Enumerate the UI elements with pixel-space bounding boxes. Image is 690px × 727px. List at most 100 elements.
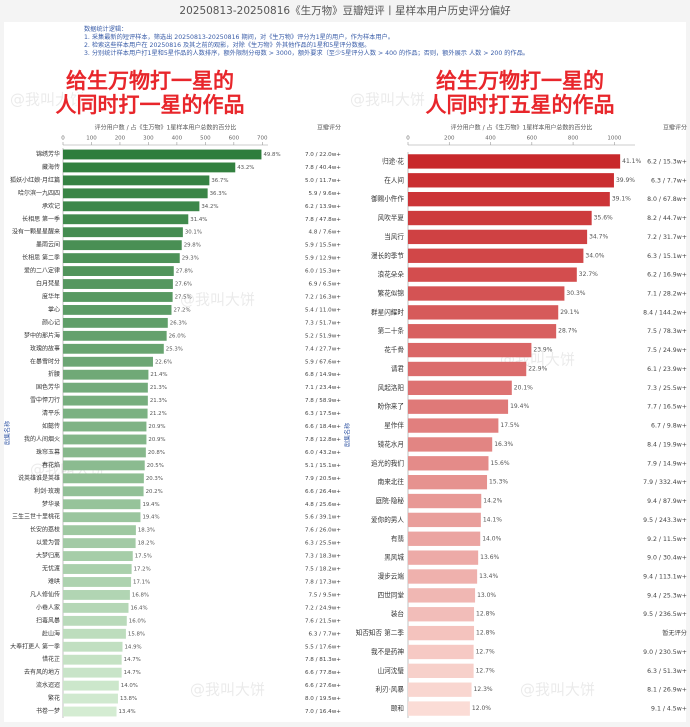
y-tick-label: 流水迢迢 [36,681,60,689]
y-tick-label: 狐妖小红娘·月红篇 [10,176,60,184]
data-label: 22.6% [155,359,172,365]
rating-label: 7.3 / 18.3w+ [305,554,341,560]
bar [408,512,481,528]
bar [408,456,489,471]
x-tick-label: 500 [200,136,211,142]
data-label: 39.1% [612,196,631,203]
axis-title: 评分用户数 / 占《生万物》1星样本用户总数的百分比 [451,124,593,132]
rating-label: 7.8 / 47.8w+ [305,217,341,223]
rating-label: 6.2 / 15.3w+ [647,158,687,165]
bar [408,607,475,622]
y-tick-label: 利剑·玫瑰 [34,487,60,495]
rating-label: 9.4 / 25.3w+ [647,592,687,599]
chart-title-line: 人同时打五星的作品 [426,93,615,117]
rating-label: 9.0 / 30.4w+ [647,555,687,562]
rating-label: 6.2 / 16.9w+ [647,272,687,279]
rating-label: 5.9 / 67.6w+ [305,359,341,365]
chart-title-line: 给生万物打一星的 [66,69,234,93]
rating-label: 4.8 / 7.6w+ [309,230,342,236]
chart-title: 给生万物打一星的人同时打五星的作品 [426,69,615,117]
bar [63,602,129,613]
x-tick-label: 0 [61,136,65,142]
watermark: @我叫大饼 [350,91,425,109]
y-axis-label: 剧集名称 [4,421,12,445]
rating-label: 8.1 / 26.9w+ [647,687,687,694]
y-tick-label: 去有风的地方 [24,668,60,676]
bar [408,191,610,207]
rating-label: 9.0 / 230.5w+ [643,649,687,656]
rating-label: 9.5 / 243.3w+ [643,517,687,524]
rating-label: 6.8 / 14.9w+ [305,372,341,378]
data-label: 17.2% [134,567,151,573]
rating-label: 5.2 / 51.9w+ [305,333,341,339]
rating-label: 7.8 / 58.9w+ [305,398,341,404]
y-tick-label: 镜花水月 [378,439,404,448]
rating-label: 7.3 / 51.7w+ [305,320,341,326]
data-label: 20.8% [148,450,165,456]
bar [63,667,122,678]
bar [63,253,180,264]
y-tick-label: 在暴雪时分 [30,357,60,365]
bar [408,418,499,433]
rating-label: 5.0 / 11.7w+ [305,178,341,184]
rating-label: 6.1 / 23.9w+ [647,366,687,373]
data-label: 12.3% [474,686,493,693]
rating-label: 9.5 / 236.5w+ [643,611,687,618]
rating-label: 5.9 / 12.9w+ [305,256,341,262]
data-label: 31.4% [190,217,207,223]
rating-label: 6.3 / 7.7w+ [309,631,342,637]
y-tick-label: 花千骨 [384,345,404,354]
bar [408,493,482,509]
data-label: 20.2% [146,489,163,495]
rating-label: 7.9 / 20.5w+ [305,476,341,482]
rating-label: 暂无评分 [662,629,687,637]
data-label: 12.8% [476,611,495,618]
bar [63,330,167,341]
rating-label: 5.5 / 17.6w+ [305,644,341,650]
bar [408,324,557,339]
axis-title: 评分用户数 / 占《生万物》1星样本用户总数的百分比 [95,124,237,132]
bar [408,305,559,320]
rating-label: 7.9 / 14.9w+ [647,460,687,467]
rating-label: 6.7 / 9.8w+ [651,423,687,430]
data-label: 14.2% [483,498,502,505]
data-label: 28.7% [558,328,577,335]
bar [63,279,173,289]
y-tick-label: 当风行 [384,232,404,241]
rating-label: 7.7 / 16.5w+ [647,404,687,411]
rating-label: 5.9 / 15.5w+ [305,243,341,249]
y-tick-label: 哈尔滨一九四四 [18,189,60,197]
note: 3. 分别统计样本用户打1星和5星作品的人数排序，额外限制分母数 > 3000，… [84,49,529,57]
bar [63,305,172,315]
data-label: 26.3% [170,320,187,326]
y-tick-label: 群星闪耀时 [371,307,404,316]
y-tick-label: 无忧渡 [42,565,60,573]
rating-label: 5.9 / 9.6w+ [309,191,342,197]
data-label: 36.3% [210,191,227,197]
data-label: 43.2% [237,165,254,171]
x-tick-label: 600 [229,136,240,142]
data-label: 13.8% [120,696,137,702]
watermark: @我叫大饼 [10,91,85,109]
watermark: @我叫大饼 [180,291,255,309]
data-label: 27.8% [176,269,193,275]
rating-label: 7.5 / 18.2w+ [305,567,341,573]
y-tick-label: 掌心 [48,305,60,313]
rating-label: 7.4 / 27.7w+ [305,346,341,352]
rating-label: 6.6 / 27.6w+ [305,683,341,689]
rating-label: 7.2 / 31.7w+ [647,234,687,241]
data-label: 30.1% [185,230,202,236]
bar [408,248,584,263]
bar [63,693,118,704]
x-tick-label: 800 [568,136,579,142]
rating-label: 4.8 / 25.6w+ [305,502,341,508]
rating-label: 9.4 / 113.1w+ [643,574,687,581]
bar [63,499,141,510]
data-label: 20.5% [147,463,164,469]
data-label: 27.5% [175,294,192,300]
bar [63,149,262,160]
data-label: 12.0% [472,705,491,712]
y-tick-label: 折腰 [48,370,60,378]
rating-label: 6.3 / 17.5w+ [305,411,341,417]
